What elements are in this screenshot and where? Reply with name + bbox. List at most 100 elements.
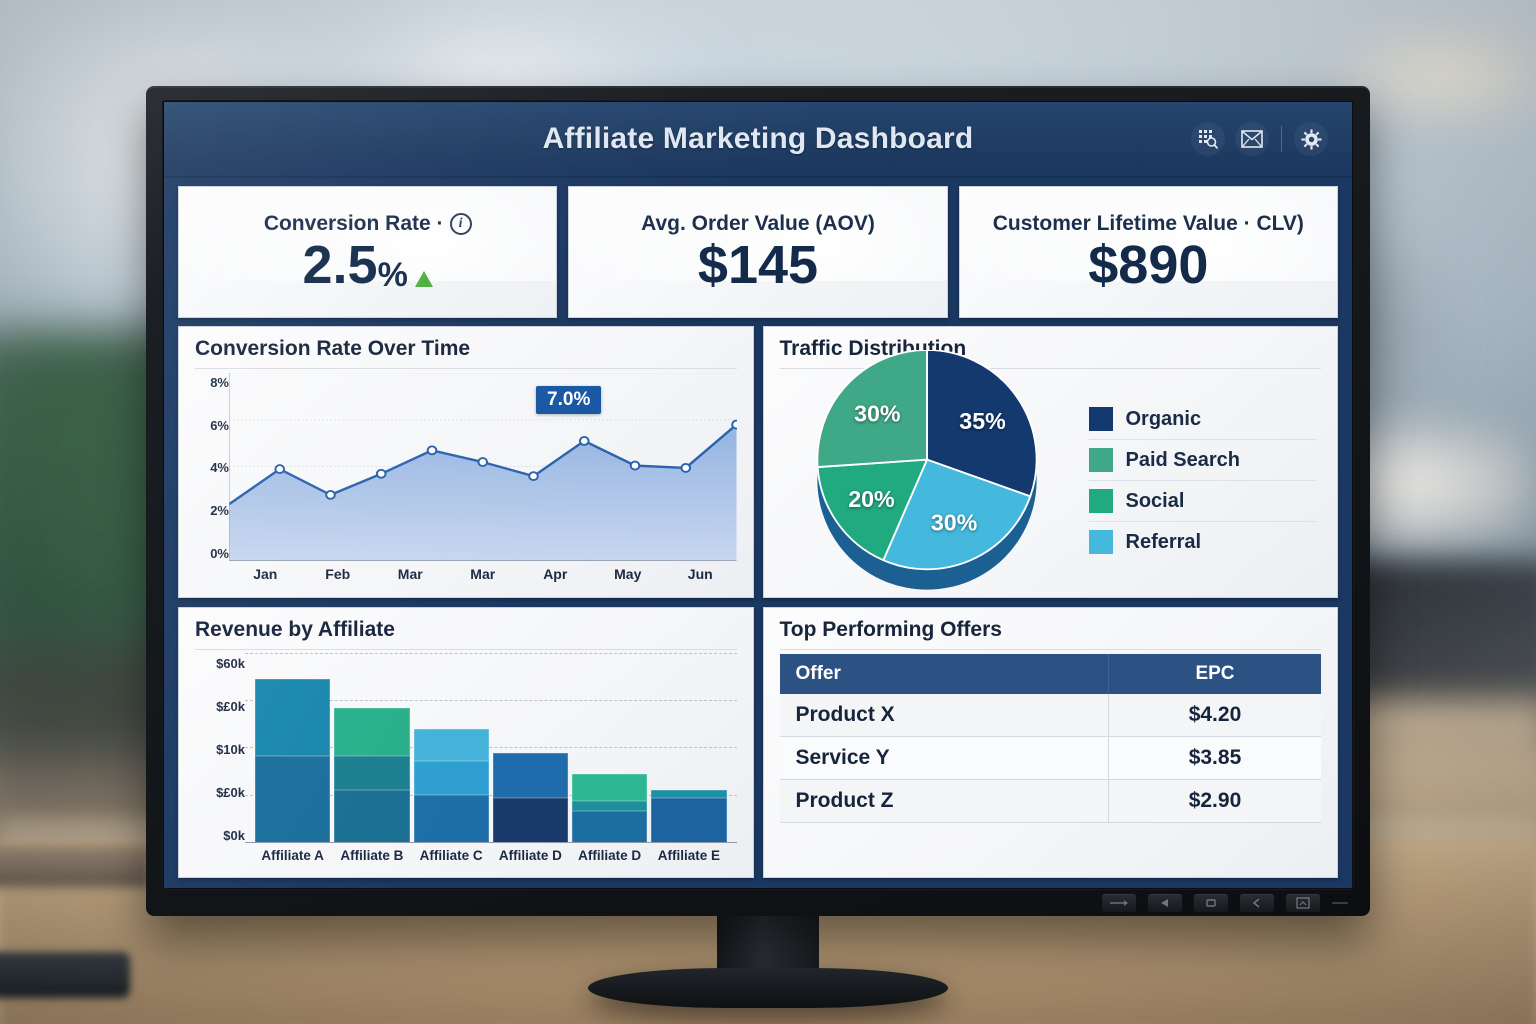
monitor-down-button[interactable]: [1148, 894, 1182, 912]
table-cell: $4.20: [1108, 693, 1321, 737]
monitor-bezel: Affiliate Marketing Dashboard: [162, 100, 1354, 890]
bar-segment[interactable]: [572, 774, 648, 801]
x-tick-label: Jan: [253, 565, 278, 582]
kpi-label-text: Conversion Rate ·: [263, 212, 444, 235]
dashboard-body: Conversion Rate · i 2.5% Avg. Order Valu…: [164, 178, 1352, 888]
info-icon[interactable]: i: [449, 213, 472, 235]
bar-column[interactable]: [651, 658, 727, 843]
grid-search-icon[interactable]: [1191, 122, 1225, 156]
bar-segment[interactable]: [413, 760, 489, 796]
kpi-card-aov[interactable]: Avg. Order Value (AOV) $145: [568, 186, 948, 318]
trend-up-icon: [414, 271, 433, 287]
legend-item[interactable]: Organic: [1088, 399, 1317, 441]
gridline: [245, 652, 737, 654]
panel-body: $60k $£0k $10k $£0k $0k Affiliate A Affiliate…: [195, 652, 737, 870]
bar-segment[interactable]: [651, 790, 727, 798]
kpi-value-number: $890: [1088, 235, 1209, 295]
monitor-menu-button[interactable]: [1194, 894, 1228, 912]
bar-segment[interactable]: [413, 795, 489, 843]
table-row[interactable]: Product Z $2.90: [779, 779, 1321, 823]
bar-chart-x-axis: Affiliate A Affiliate B Affiliate C Affilia…: [245, 843, 737, 869]
mail-icon[interactable]: [1235, 122, 1269, 156]
legend-item[interactable]: Paid Search: [1088, 440, 1317, 482]
monitor-picture-button[interactable]: [1286, 894, 1320, 912]
line-chart-tooltip[interactable]: 7.0%: [536, 386, 602, 415]
bar-segment[interactable]: [651, 797, 727, 843]
bar-column[interactable]: [334, 658, 410, 843]
panel-title: Revenue by Affiliate: [195, 618, 737, 650]
bar-segment[interactable]: [413, 729, 489, 761]
x-tick-label: Mar: [397, 565, 423, 582]
smartphone: [0, 952, 130, 998]
bar-chart-plot-area: [245, 652, 737, 843]
x-tick-label: Affiliate E: [657, 848, 720, 863]
bar-segment[interactable]: [572, 811, 648, 843]
kpi-row: Conversion Rate · i 2.5% Avg. Order Valu…: [178, 186, 1338, 318]
offers-table[interactable]: Offer EPC Product X $4.20 Service Y $3.85 Pro…: [779, 653, 1321, 823]
bar-segment[interactable]: [255, 678, 331, 756]
y-tick-label: 2%: [210, 502, 229, 518]
bar-segment[interactable]: [334, 790, 410, 843]
pie-chart-svg[interactable]: 35% 30% 20% 30%: [793, 349, 1061, 598]
line-chart-svg: [229, 373, 737, 561]
legend-item[interactable]: Referral: [1088, 522, 1318, 562]
monitor-back-button[interactable]: [1240, 894, 1274, 912]
legend-label: Referral: [1125, 530, 1202, 553]
table-row[interactable]: Product X $4.20: [779, 693, 1321, 737]
gridline: [245, 794, 737, 796]
bar-stack: [255, 658, 331, 843]
table-row[interactable]: Service Y $3.85: [779, 736, 1321, 780]
pie-graphic[interactable]: 35% 30% 20% 30%: [780, 349, 1075, 590]
bar-segment[interactable]: [334, 707, 410, 756]
line-chart[interactable]: 8% 6% 4% 2% 0% 7.0% Jan Feb Mar Mar Apr May Jun: [195, 373, 737, 589]
kpi-value-number: $145: [697, 235, 819, 295]
x-tick-label: May: [614, 565, 642, 582]
kpi-label-text: Avg. Order Value (AOV): [641, 212, 875, 235]
legend-item[interactable]: Social: [1088, 481, 1317, 523]
monitor-power-button[interactable]: [1332, 902, 1348, 904]
kpi-card-conversion-rate[interactable]: Conversion Rate · i 2.5%: [178, 186, 558, 318]
y-tick-label: $£0k: [216, 698, 245, 714]
pie-slice-label: 30%: [931, 509, 978, 535]
bar-segment[interactable]: [255, 755, 331, 843]
monitor-stand-base: [588, 968, 948, 1008]
page-title: Affiliate Marketing Dashboard: [542, 122, 974, 155]
bar-column[interactable]: [492, 658, 568, 843]
table-head: Offer EPC: [779, 653, 1321, 694]
panel-body: 35% 30% 20% 30% Organic Paid Search Social Ref…: [780, 349, 1322, 590]
panel-grid: Conversion Rate Over Time 8% 6% 4% 2% 0% 7.0…: [178, 326, 1338, 878]
y-tick-label: 0%: [210, 545, 229, 561]
table-column-header[interactable]: Offer: [779, 653, 1109, 694]
pie-slice-organic[interactable]: [926, 349, 1038, 498]
panel-body: 8% 6% 4% 2% 0% 7.0% Jan Feb Mar Mar Apr May Jun: [195, 373, 737, 589]
bar-segment[interactable]: [492, 752, 568, 798]
legend-swatch: [1088, 448, 1113, 473]
bar-column[interactable]: [255, 658, 331, 843]
bar-stack: [492, 658, 568, 843]
y-tick-label: 8%: [210, 375, 229, 390]
dashboard-screen: Affiliate Marketing Dashboard: [164, 102, 1352, 888]
table-body: Product X $4.20 Service Y $3.85 Product Z $2.…: [779, 693, 1321, 823]
bar-column[interactable]: [413, 658, 489, 843]
bar-column[interactable]: [572, 658, 648, 843]
legend-label: Paid Search: [1125, 448, 1241, 471]
bar-segment[interactable]: [492, 797, 568, 843]
table-column-header[interactable]: EPC: [1108, 653, 1321, 694]
pie-slice-social[interactable]: [816, 458, 929, 562]
x-tick-label: Mar: [470, 565, 496, 582]
pie-slice-referral[interactable]: [882, 458, 1032, 570]
bar-segment[interactable]: [334, 755, 410, 790]
bar-segment[interactable]: [572, 800, 648, 812]
panel-traffic-distribution: Traffic Distribution 35% 30% 20% 30% Organi…: [762, 326, 1338, 598]
bar-stack: [572, 658, 648, 843]
table-cell: Service Y: [779, 736, 1109, 780]
monitor-input-button[interactable]: [1102, 894, 1136, 912]
kpi-label-text: Customer Lifetime Value · CLV): [992, 212, 1304, 235]
bar-chart[interactable]: $60k $£0k $10k $£0k $0k Affiliate A Affiliate…: [195, 652, 737, 870]
gear-icon[interactable]: [1294, 122, 1328, 156]
kpi-card-clv[interactable]: Customer Lifetime Value · CLV) $890: [958, 186, 1338, 318]
pie-chart[interactable]: 35% 30% 20% 30% Organic Paid Search Social Ref…: [780, 349, 1322, 590]
x-tick-label: Affiliate B: [340, 848, 404, 863]
pie-slice-paid-search[interactable]: [816, 349, 928, 468]
